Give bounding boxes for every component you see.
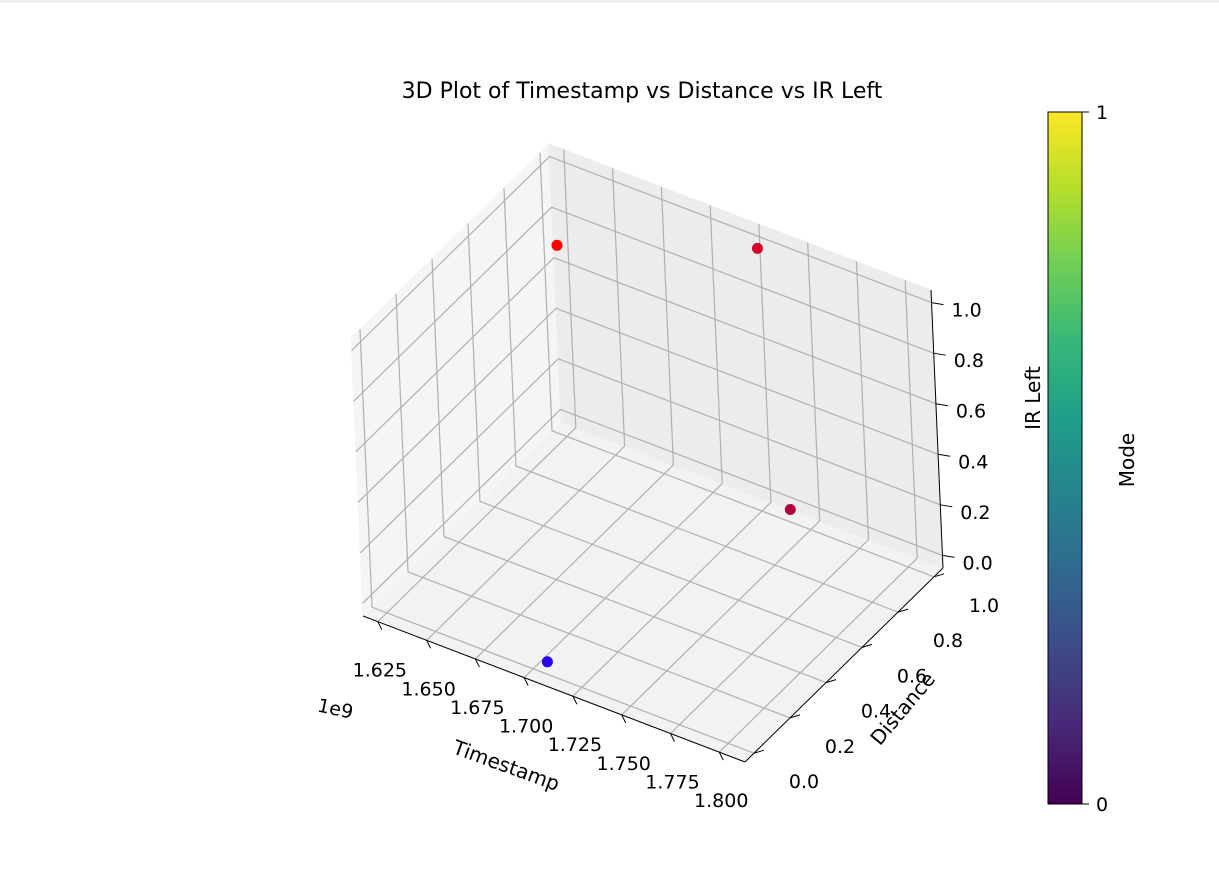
gridline bbox=[474, 186, 675, 660]
gridline bbox=[467, 223, 863, 648]
data-point bbox=[541, 656, 553, 668]
y-tick-label: 0.6 bbox=[897, 665, 927, 687]
x-axis-label: Timestamp bbox=[449, 735, 563, 796]
data-point bbox=[784, 504, 796, 515]
gridline bbox=[718, 280, 918, 753]
x-axis-offset-label: 1e9 bbox=[315, 695, 355, 724]
x-tick-label: 1.800 bbox=[694, 790, 748, 812]
gridline bbox=[426, 168, 626, 641]
gridline bbox=[353, 206, 934, 402]
z-tick-label: 0.4 bbox=[958, 451, 988, 473]
z-tick-mark bbox=[938, 453, 951, 457]
gridline bbox=[539, 152, 935, 578]
y-tick-label: 0.2 bbox=[825, 736, 855, 758]
x-tick-mark bbox=[718, 751, 724, 761]
z-tick-mark bbox=[940, 504, 953, 508]
axes-panes bbox=[350, 142, 944, 763]
axes-gridlines bbox=[351, 149, 943, 754]
y-tick-label: 0.8 bbox=[933, 630, 963, 652]
x-tick-label: 1.725 bbox=[548, 734, 602, 756]
y-tick-label: 1.0 bbox=[969, 595, 999, 617]
x-tick-mark bbox=[377, 621, 383, 630]
z-tick-label: 0.6 bbox=[956, 401, 986, 423]
z-axis-label: IR Left bbox=[1021, 366, 1045, 430]
y-tick-mark bbox=[753, 749, 765, 754]
gridline bbox=[621, 242, 821, 716]
y-tick-mark bbox=[897, 608, 909, 613]
z-tick-mark bbox=[942, 554, 955, 558]
x-tick-mark bbox=[426, 640, 432, 649]
z-tick-label: 0.8 bbox=[954, 350, 984, 372]
z-tick-mark bbox=[933, 352, 946, 356]
x-tick-mark bbox=[474, 658, 480, 668]
gridline bbox=[572, 224, 772, 697]
gridline bbox=[503, 188, 899, 613]
x-tick-mark bbox=[621, 714, 627, 724]
colorbar-tick-label: 1 bbox=[1096, 102, 1108, 124]
x-tick-label: 1.625 bbox=[353, 660, 407, 682]
z-tick-label: 1.0 bbox=[952, 300, 982, 322]
gridline bbox=[670, 261, 870, 734]
z-tick-mark bbox=[931, 302, 944, 306]
chart-title: 3D Plot of Timestamp vs Distance vs IR L… bbox=[402, 79, 883, 104]
gridline bbox=[355, 257, 937, 453]
data-point bbox=[752, 242, 763, 254]
colorbar-label: Mode bbox=[1115, 433, 1139, 488]
z-tick-mark bbox=[935, 403, 948, 407]
x-tick-label: 1.700 bbox=[499, 716, 553, 738]
gridline bbox=[395, 293, 791, 719]
y-axis-line bbox=[744, 567, 944, 763]
window-top-border bbox=[0, 0, 1219, 3]
y-tick-mark bbox=[861, 643, 873, 648]
gridline bbox=[431, 258, 827, 684]
gridline bbox=[351, 155, 932, 352]
z-axis-line bbox=[930, 289, 944, 569]
gridline bbox=[377, 149, 577, 623]
y-tick-label: 0.0 bbox=[789, 771, 819, 793]
x-tick-mark bbox=[572, 696, 578, 705]
x-tick-mark bbox=[523, 677, 529, 686]
gridline bbox=[523, 205, 723, 679]
gridline bbox=[359, 358, 941, 554]
z-tick-label: 0.2 bbox=[960, 502, 990, 524]
colorbar-tick-label: 0 bbox=[1096, 794, 1108, 816]
gridline bbox=[362, 408, 943, 604]
x-tick-label: 1.675 bbox=[450, 697, 504, 719]
x-tick-label: 1.775 bbox=[645, 772, 699, 794]
data-points bbox=[541, 239, 796, 668]
colorbar-gradient bbox=[1047, 111, 1083, 805]
x-tick-label: 1.750 bbox=[596, 753, 650, 775]
z-tick-label: 0.0 bbox=[962, 552, 992, 574]
data-point bbox=[551, 239, 563, 251]
x-tick-mark bbox=[670, 733, 675, 742]
x-tick-label: 1.650 bbox=[401, 678, 455, 700]
colorbar: 1 0 Mode bbox=[1047, 102, 1139, 816]
axes-ticks: 1.6251.6501.6751.7001.7251.7501.7751.800… bbox=[353, 300, 999, 813]
gridline bbox=[359, 329, 755, 754]
gridline bbox=[357, 307, 939, 503]
y-tick-mark bbox=[789, 714, 801, 719]
y-tick-label: 0.4 bbox=[861, 701, 891, 723]
y-tick-mark bbox=[933, 573, 945, 578]
y-tick-mark bbox=[825, 679, 837, 684]
